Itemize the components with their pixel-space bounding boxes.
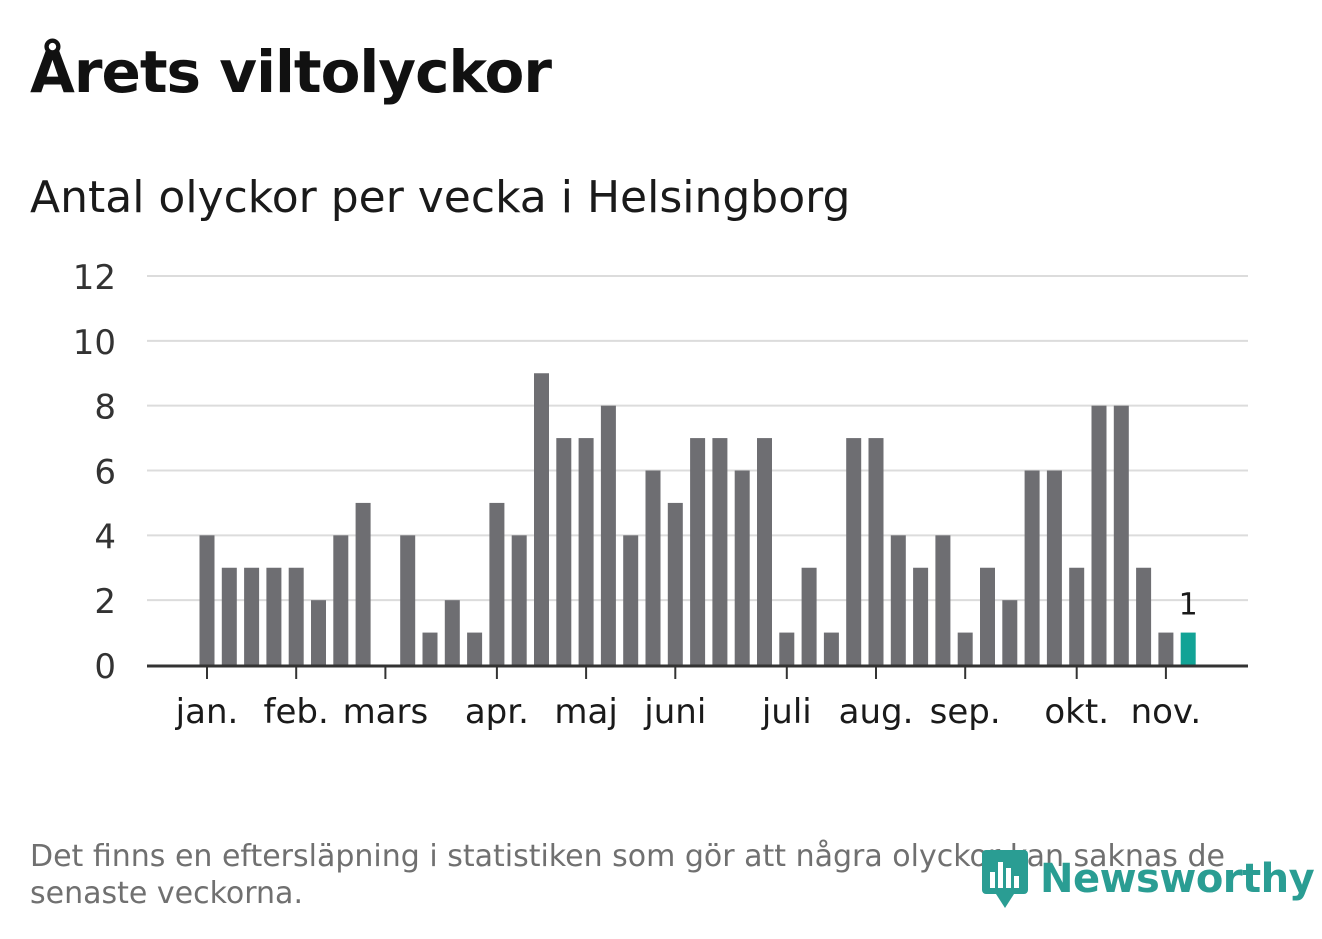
bar — [779, 632, 795, 665]
bar — [355, 502, 371, 665]
bar — [1158, 632, 1174, 665]
newsworthy-logo-icon — [982, 850, 1028, 908]
bar — [266, 567, 282, 665]
chart-title: Årets viltolyckor — [30, 38, 552, 106]
bar — [868, 438, 884, 665]
bar — [645, 470, 661, 665]
bar — [511, 535, 527, 665]
bar — [1113, 405, 1129, 665]
y-tick-label: 6 — [94, 453, 116, 493]
y-tick-label: 12 — [73, 258, 116, 298]
bar — [221, 567, 237, 665]
bar — [1136, 567, 1152, 665]
bar — [801, 567, 817, 665]
x-tick-label: maj — [554, 692, 617, 732]
x-tick-label: nov. — [1131, 692, 1202, 732]
x-tick-label: apr. — [465, 692, 529, 732]
x-tick-label: sep. — [930, 692, 1001, 732]
chart-subtitle: Antal olyckor per vecka i Helsingborg — [30, 172, 851, 223]
bar — [712, 438, 728, 665]
brand-name: Newsworthy — [1040, 856, 1315, 902]
bar — [422, 632, 438, 665]
bar-highlight — [1180, 632, 1196, 665]
bar — [623, 535, 639, 665]
bar — [556, 438, 572, 665]
bar — [690, 438, 706, 665]
y-axis-ticks: 0 2 4 6 8 10 12 — [73, 258, 116, 687]
y-tick-label: 0 — [94, 647, 116, 687]
x-tick-label: juli — [761, 692, 812, 732]
brand-logo: Newsworthy — [980, 848, 1315, 910]
bar — [957, 632, 973, 665]
bar — [333, 535, 349, 665]
bar — [734, 470, 750, 665]
bar — [935, 535, 951, 665]
bar — [600, 405, 616, 665]
bar — [757, 438, 772, 665]
highlight-data-label: 1 — [1179, 588, 1198, 623]
y-tick-label: 10 — [73, 323, 116, 363]
bar — [578, 438, 594, 665]
bar — [244, 567, 260, 665]
bar-chart: 0 2 4 6 8 10 12 jan. feb. mars apr. maj juni juli aug… — [73, 258, 1248, 732]
x-tick-label: juni — [643, 692, 706, 732]
x-axis-ticks: jan. feb. mars apr. maj juni juli aug. sep. okt. n… — [175, 667, 1202, 732]
bar — [311, 600, 326, 665]
bar — [400, 535, 416, 665]
bar — [980, 567, 995, 665]
y-tick-label: 4 — [94, 517, 116, 557]
bar — [1046, 470, 1062, 665]
bar — [846, 438, 862, 665]
bar — [1091, 405, 1107, 665]
bar — [199, 535, 215, 665]
bar — [1024, 470, 1040, 665]
y-tick-label: 2 — [94, 582, 116, 622]
bar — [913, 567, 929, 665]
bar — [467, 632, 483, 665]
y-tick-label: 8 — [94, 388, 116, 428]
x-tick-label: feb. — [264, 692, 329, 732]
bar — [288, 567, 304, 665]
x-tick-label: mars — [343, 692, 429, 732]
bar — [890, 535, 906, 665]
x-tick-label: okt. — [1044, 692, 1109, 732]
bar — [667, 502, 683, 665]
bar — [444, 600, 460, 665]
bar — [534, 373, 549, 665]
x-tick-label: aug. — [839, 692, 914, 732]
x-tick-label: jan. — [175, 692, 239, 732]
bar — [489, 502, 505, 665]
bars — [199, 373, 1196, 665]
bar — [1002, 600, 1018, 665]
bar — [823, 632, 839, 665]
bar — [1069, 567, 1085, 665]
